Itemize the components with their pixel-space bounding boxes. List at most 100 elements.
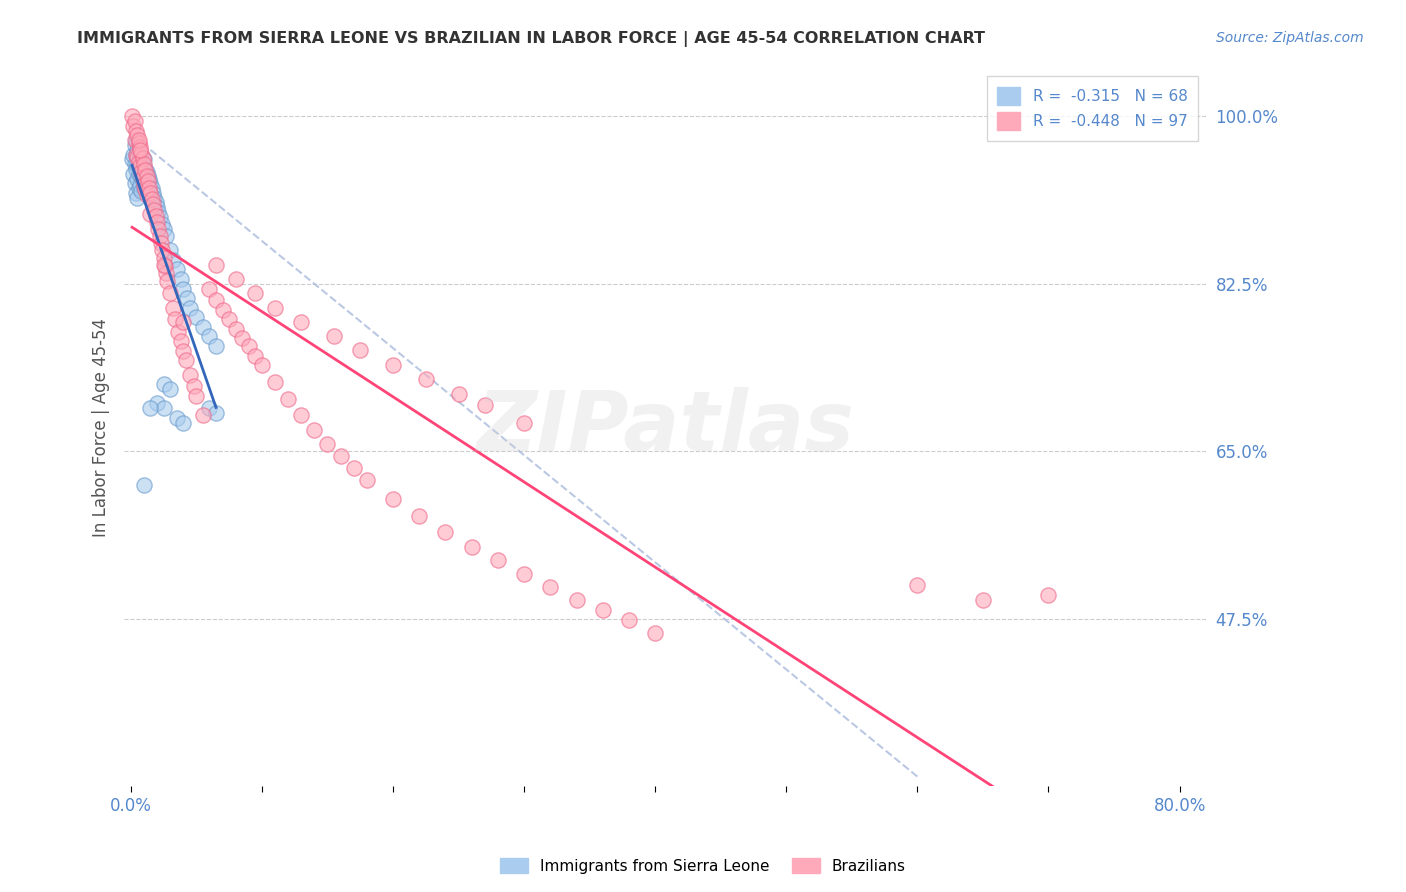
Point — [1038, 588, 1060, 602]
Point — [129, 178, 152, 193]
Point — [132, 167, 155, 181]
Point — [231, 331, 253, 345]
Point — [155, 266, 177, 280]
Point — [129, 140, 152, 154]
Point — [129, 155, 152, 169]
Point — [131, 152, 153, 166]
Point — [238, 339, 260, 353]
Point — [183, 379, 205, 393]
Point — [129, 143, 152, 157]
Point — [128, 167, 150, 181]
Point — [139, 401, 162, 416]
Point — [245, 349, 267, 363]
Point — [460, 540, 482, 554]
Point — [150, 217, 173, 231]
Point — [146, 396, 169, 410]
Point — [166, 410, 188, 425]
Point — [277, 392, 299, 406]
Point — [162, 301, 184, 315]
Point — [135, 169, 157, 183]
Point — [121, 153, 143, 167]
Point — [134, 182, 156, 196]
Point — [250, 358, 273, 372]
Point — [128, 136, 150, 150]
Point — [198, 282, 221, 296]
Point — [129, 147, 152, 161]
Point — [152, 377, 174, 392]
Point — [145, 209, 167, 223]
Point — [218, 312, 240, 326]
Point — [186, 310, 208, 325]
Point — [156, 274, 179, 288]
Point — [211, 302, 233, 317]
Point — [125, 147, 148, 161]
Point — [139, 177, 162, 191]
Point — [125, 161, 148, 176]
Point — [225, 322, 247, 336]
Point — [129, 145, 152, 160]
Point — [131, 159, 153, 173]
Point — [486, 553, 509, 567]
Point — [176, 291, 198, 305]
Point — [122, 167, 145, 181]
Point — [513, 416, 536, 430]
Point — [191, 319, 214, 334]
Point — [356, 473, 378, 487]
Point — [128, 153, 150, 167]
Point — [152, 401, 174, 416]
Point — [205, 258, 228, 272]
Text: IMMIGRANTS FROM SIERRA LEONE VS BRAZILIAN IN LABOR FORCE | AGE 45-54 CORRELATION: IMMIGRANTS FROM SIERRA LEONE VS BRAZILIA… — [77, 31, 986, 47]
Point — [134, 177, 156, 191]
Point — [159, 382, 181, 396]
Point — [264, 376, 287, 390]
Point — [343, 461, 366, 475]
Point — [205, 339, 228, 353]
Point — [159, 286, 181, 301]
Point — [162, 252, 184, 267]
Point — [131, 170, 153, 185]
Point — [128, 155, 150, 169]
Point — [415, 371, 437, 385]
Point — [148, 205, 170, 219]
Point — [408, 509, 430, 524]
Point — [142, 186, 165, 200]
Point — [149, 235, 172, 250]
Point — [122, 147, 145, 161]
Point — [146, 214, 169, 228]
Point — [132, 181, 155, 195]
Point — [146, 200, 169, 214]
Point — [169, 272, 191, 286]
Point — [135, 187, 157, 202]
Point — [129, 165, 152, 179]
Point — [134, 161, 156, 176]
Point — [124, 157, 146, 171]
Point — [447, 387, 470, 401]
Point — [323, 329, 346, 343]
Point — [136, 184, 159, 198]
Point — [179, 368, 201, 382]
Point — [139, 207, 162, 221]
Point — [124, 114, 146, 128]
Point — [329, 449, 352, 463]
Point — [136, 174, 159, 188]
Legend: R =  -0.315   N = 68, R =  -0.448   N = 97: R = -0.315 N = 68, R = -0.448 N = 97 — [987, 76, 1198, 141]
Point — [132, 477, 155, 491]
Point — [141, 181, 163, 195]
Point — [166, 262, 188, 277]
Point — [169, 334, 191, 349]
Point — [644, 626, 666, 640]
Point — [132, 157, 155, 171]
Point — [617, 613, 640, 627]
Point — [141, 192, 163, 206]
Point — [316, 436, 339, 450]
Text: Source: ZipAtlas.com: Source: ZipAtlas.com — [1216, 31, 1364, 45]
Point — [155, 229, 177, 244]
Point — [245, 286, 267, 301]
Point — [127, 171, 149, 186]
Point — [167, 325, 190, 339]
Point — [127, 191, 149, 205]
Point — [142, 197, 165, 211]
Point — [139, 186, 162, 200]
Point — [474, 398, 496, 412]
Point — [143, 203, 166, 218]
